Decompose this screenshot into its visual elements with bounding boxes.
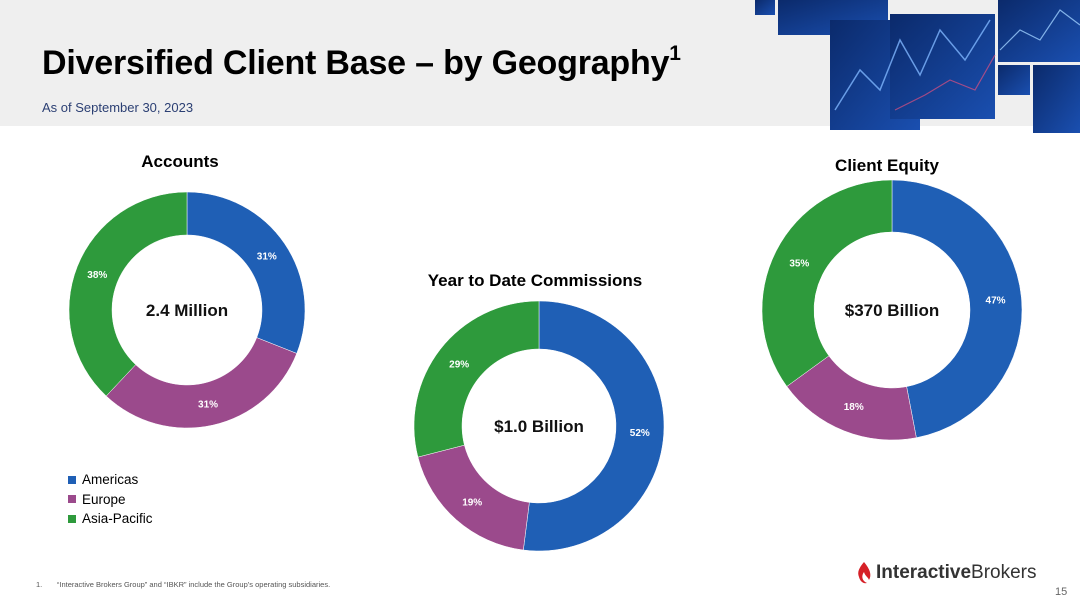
legend-label: Americas (82, 472, 139, 488)
donut-slice-asia-pacific (761, 179, 893, 387)
slice-label-americas: 31% (257, 251, 277, 262)
legend-item-asia-pacific: Asia-Pacific (68, 509, 153, 529)
slice-label-europe: 31% (198, 400, 218, 411)
legend: Americas Europe Asia-Pacific (68, 470, 153, 529)
donut-center-label: $370 Billion (845, 301, 939, 320)
donut-slice-americas (186, 191, 306, 354)
slice-label-europe: 18% (844, 402, 864, 413)
interactive-brokers-logo: Interactive Brokers (856, 562, 1037, 584)
logo-text-interactive: Interactive (876, 562, 972, 583)
page-title: Diversified Client Base – by Geography1 (42, 42, 681, 82)
logo-text-brokers: Brokers (971, 562, 1037, 583)
slice-label-europe: 19% (462, 497, 482, 508)
accounts-chart-title: Accounts (141, 152, 219, 171)
legend-item-europe: Europe (68, 490, 153, 510)
slice-label-americas: 52% (630, 428, 650, 439)
legend-label: Asia-Pacific (82, 511, 153, 527)
legend-swatch-europe (68, 495, 76, 504)
legend-swatch-asia-pacific (68, 514, 76, 523)
page-number: 15 (1055, 586, 1068, 598)
donut-center-label: 2.4 Million (146, 301, 228, 320)
donut-slice-asia-pacific (68, 191, 188, 397)
legend-swatch-americas (68, 475, 76, 484)
footnote: 1. “Interactive Brokers Group” and “IBKR… (36, 580, 330, 589)
flame-icon (858, 562, 871, 584)
title-footnote-marker: 1 (669, 42, 681, 65)
donut-center-label: $1.0 Billion (494, 417, 584, 436)
legend-label: Europe (82, 491, 126, 507)
slice-label-asia-pacific: 35% (789, 258, 809, 269)
legend-item-americas: Americas (68, 470, 153, 490)
footnote-number: 1. (36, 580, 43, 589)
decorative-chart-image (755, 0, 1080, 133)
page-subtitle: As of September 30, 2023 (42, 100, 194, 115)
footnote-text: “Interactive Brokers Group” and “IBKR” i… (56, 580, 331, 589)
slice-label-asia-pacific: 29% (449, 360, 469, 371)
donut-slice-asia-pacific (413, 300, 540, 458)
slice-label-asia-pacific: 38% (87, 270, 107, 281)
client-equity-chart-title: Client Equity (835, 156, 939, 175)
donut-slice-americas (891, 179, 1023, 438)
slice-label-americas: 47% (986, 296, 1006, 307)
commissions-chart-title: Year to Date Commissions (427, 271, 643, 290)
donut-slice-americas (523, 300, 665, 552)
donut-slice-europe (105, 337, 298, 429)
